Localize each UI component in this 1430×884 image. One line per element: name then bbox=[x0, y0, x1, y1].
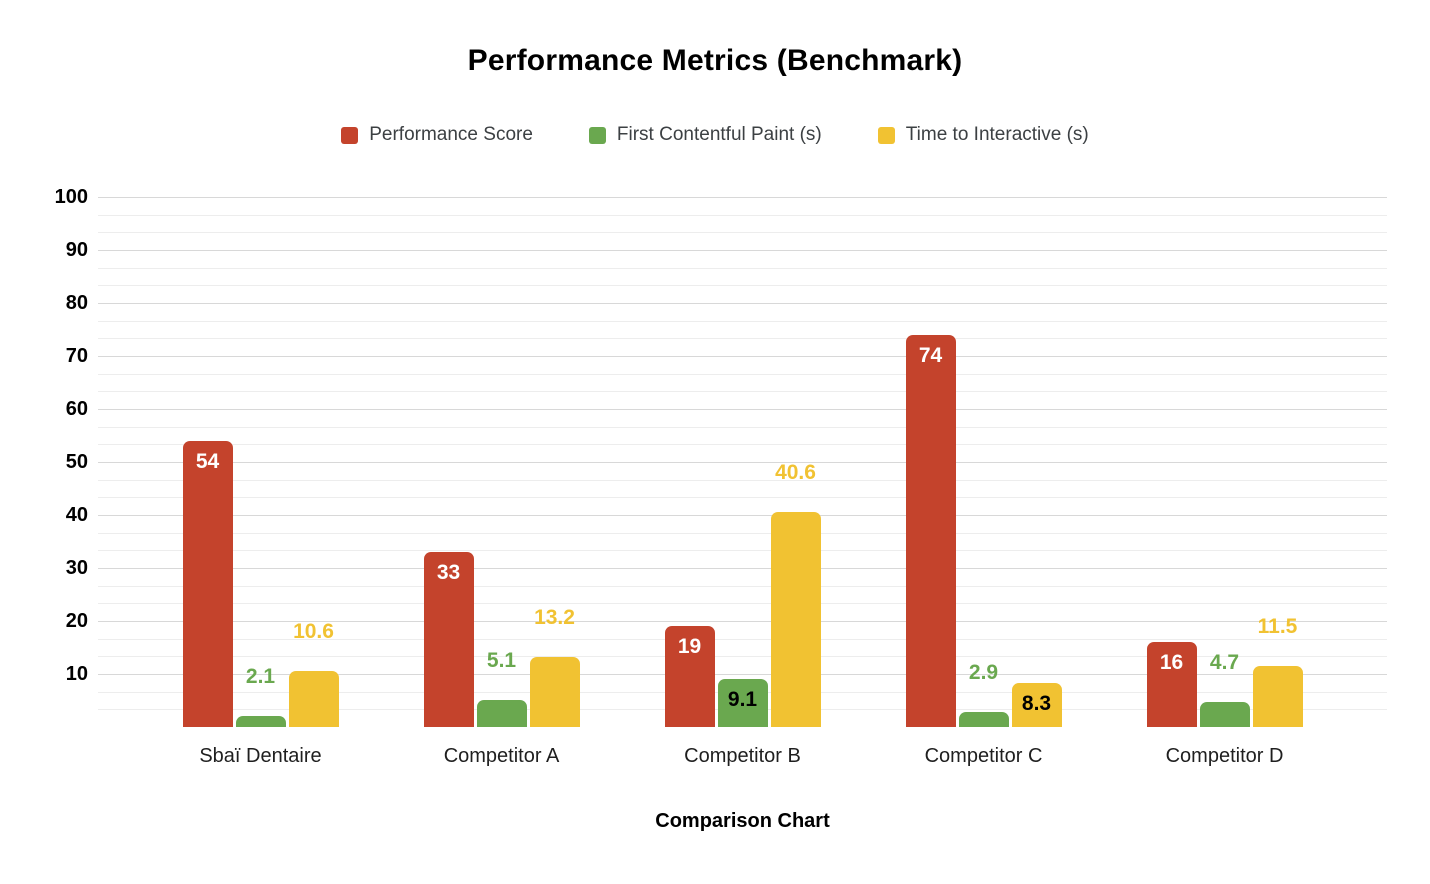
bar-time-to-interactive-s[interactable] bbox=[1011, 683, 1062, 727]
minor-gridline bbox=[98, 603, 1387, 605]
bar-time-to-interactive-s[interactable] bbox=[770, 511, 821, 727]
minor-gridline bbox=[98, 532, 1387, 534]
minor-gridline bbox=[98, 338, 1387, 340]
minor-gridline bbox=[98, 585, 1387, 587]
y-tick-label: 40 bbox=[65, 504, 88, 526]
legend: Performance Score First Contentful Paint… bbox=[0, 124, 1430, 146]
bar-time-to-interactive-s[interactable] bbox=[529, 657, 580, 727]
y-tick-label: 70 bbox=[65, 345, 88, 367]
bar-first-contentful-paint-s[interactable] bbox=[476, 699, 527, 727]
bar-value-label: 11.5 bbox=[1257, 615, 1298, 639]
bar-value-label: 16 bbox=[1159, 651, 1184, 675]
bar-value-label: 2.1 bbox=[245, 664, 276, 688]
major-gridline bbox=[98, 356, 1387, 357]
bar-performance-score[interactable] bbox=[905, 334, 956, 727]
y-tick-label: 100 bbox=[54, 186, 88, 208]
x-axis-title: Comparison Chart bbox=[655, 810, 830, 832]
bar-value-label: 2.9 bbox=[968, 660, 999, 684]
legend-label: Performance Score bbox=[369, 124, 533, 145]
minor-gridline bbox=[98, 373, 1387, 375]
legend-item-first-contentful-paint[interactable]: First Contentful Paint (s) bbox=[588, 124, 822, 146]
category-label: Competitor B bbox=[684, 745, 801, 767]
major-gridline bbox=[98, 197, 1387, 198]
major-gridline bbox=[98, 674, 1387, 675]
bars-layer: 54 2.1 10.6 33 5.1 13.2 19 9.1 40.6 74 2.9 8.3 16 4.7… bbox=[98, 197, 1387, 727]
category-label: Competitor A bbox=[443, 745, 560, 767]
minor-gridline bbox=[98, 391, 1387, 393]
category-label: Sbaï Dentaire bbox=[199, 745, 322, 767]
bar-value-label: 5.1 bbox=[486, 648, 517, 672]
legend-swatch-icon bbox=[877, 126, 895, 144]
legend-label: Time to Interactive (s) bbox=[905, 124, 1089, 145]
minor-gridline bbox=[98, 426, 1387, 428]
bar-first-contentful-paint-s[interactable] bbox=[958, 711, 1009, 727]
y-tick-label: 50 bbox=[65, 451, 88, 473]
plot-area: 54 2.1 10.6 33 5.1 13.2 19 9.1 40.6 74 2.9 8.3 16 4.7… bbox=[98, 197, 1387, 727]
bar-performance-score[interactable] bbox=[664, 626, 715, 727]
major-gridline bbox=[98, 409, 1387, 410]
legend-swatch-icon bbox=[341, 126, 359, 144]
minor-gridline bbox=[98, 320, 1387, 322]
chart-title: Performance Metrics (Benchmark) bbox=[467, 44, 963, 77]
y-tick-label: 30 bbox=[65, 557, 88, 579]
y-tick-label: 80 bbox=[65, 292, 88, 314]
bar-value-label: 19 bbox=[677, 635, 702, 659]
y-tick-label: 10 bbox=[65, 663, 88, 685]
y-tick-label: 20 bbox=[65, 610, 88, 632]
minor-gridline bbox=[98, 656, 1387, 658]
y-tick-label: 60 bbox=[65, 398, 88, 420]
bar-value-label: 10.6 bbox=[293, 619, 334, 643]
major-gridline bbox=[98, 462, 1387, 463]
bar-performance-score[interactable] bbox=[182, 440, 233, 727]
major-gridline bbox=[98, 568, 1387, 569]
bar-time-to-interactive-s[interactable] bbox=[288, 670, 339, 727]
bar-value-label: 9.1 bbox=[727, 687, 758, 711]
minor-gridline bbox=[98, 638, 1387, 640]
category-label: Competitor D bbox=[1165, 745, 1284, 767]
gridlines-layer bbox=[98, 197, 1387, 727]
major-gridline bbox=[98, 515, 1387, 516]
minor-gridline bbox=[98, 497, 1387, 499]
major-gridline bbox=[98, 621, 1387, 622]
bar-performance-score[interactable] bbox=[1146, 642, 1197, 727]
bar-value-label: 13.2 bbox=[534, 606, 575, 630]
legend-item-time-to-interactive[interactable]: Time to Interactive (s) bbox=[877, 124, 1089, 146]
minor-gridline bbox=[98, 550, 1387, 552]
legend-swatch-icon bbox=[588, 126, 606, 144]
bar-value-label: 8.3 bbox=[1021, 692, 1052, 715]
major-gridline bbox=[98, 250, 1387, 251]
minor-gridline bbox=[98, 479, 1387, 481]
legend-item-performance-score[interactable]: Performance Score bbox=[341, 124, 533, 146]
y-tick-label: 90 bbox=[65, 239, 88, 261]
bar-value-label: 4.7 bbox=[1209, 651, 1240, 675]
minor-gridline bbox=[98, 444, 1387, 446]
major-gridline bbox=[98, 303, 1387, 304]
minor-gridline bbox=[98, 267, 1387, 269]
bar-value-label: 54 bbox=[195, 449, 220, 473]
minor-gridline bbox=[98, 214, 1387, 216]
minor-gridline bbox=[98, 232, 1387, 234]
minor-gridline bbox=[98, 285, 1387, 287]
legend-label: First Contentful Paint (s) bbox=[616, 124, 822, 145]
bar-value-label: 40.6 bbox=[775, 460, 816, 484]
bar-value-label: 33 bbox=[436, 561, 461, 585]
bar-time-to-interactive-s[interactable] bbox=[1252, 666, 1303, 727]
bar-first-contentful-paint-s[interactable] bbox=[235, 715, 286, 727]
bar-value-label: 74 bbox=[918, 343, 943, 367]
category-label: Competitor C bbox=[924, 745, 1043, 767]
bar-performance-score[interactable] bbox=[423, 552, 474, 727]
bar-first-contentful-paint-s[interactable] bbox=[1199, 702, 1250, 727]
bar-first-contentful-paint-s[interactable] bbox=[717, 678, 768, 727]
